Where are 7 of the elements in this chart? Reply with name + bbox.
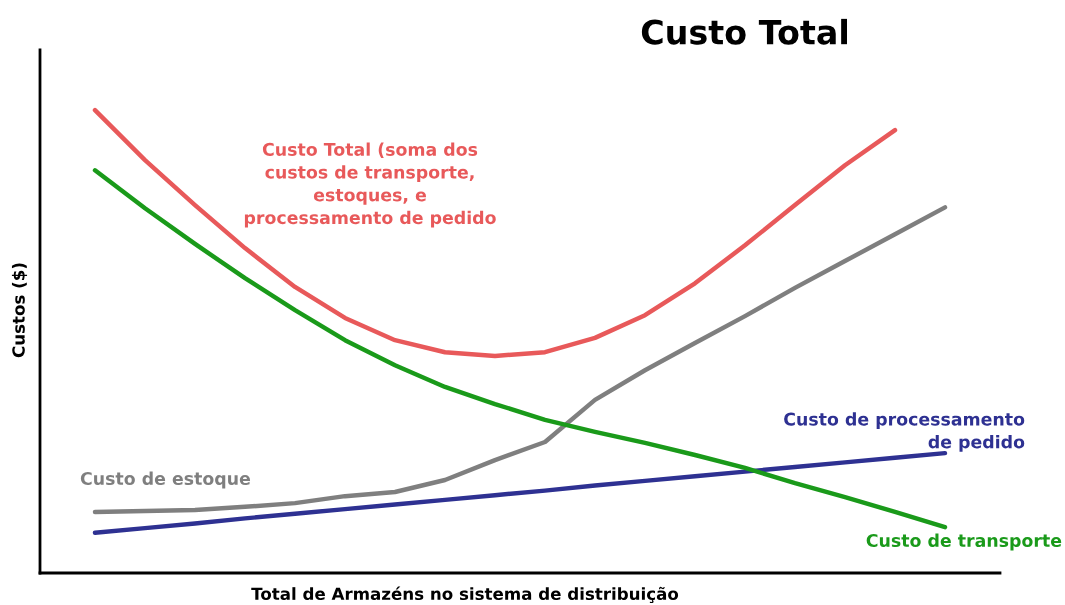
series-label: Custo Total (soma dos custos de transporte, estoques, e processamento de pedido [244,142,496,228]
y-axis-title: Custos ($) [11,263,28,358]
x-axis-title: Total de Armazéns no sistema de distribuição [251,586,679,604]
series-label: Custo de estoque [80,471,251,489]
series-label: Custo de processamento de pedido [784,412,1025,452]
chart-title: Custo Total [641,18,847,45]
series-label: Custo de transporte [866,533,1062,551]
